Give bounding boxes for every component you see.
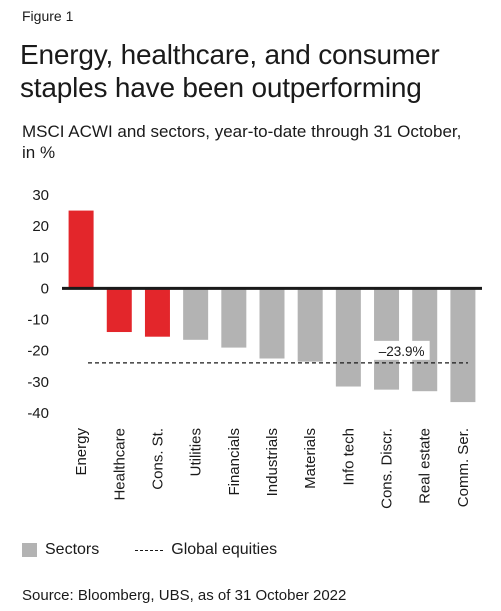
bar-0 <box>68 210 94 289</box>
category-label: Utilities <box>188 428 205 476</box>
legend: Sectors Global equities <box>22 541 277 559</box>
category-label: Comm. Ser. <box>455 428 472 507</box>
category-label: Cons. Discr. <box>379 428 396 509</box>
category-label: Materials <box>302 428 319 489</box>
bar-3 <box>183 288 209 340</box>
category-label: Energy <box>73 428 90 476</box>
category-label: Info tech <box>340 428 357 486</box>
legend-global-label: Global equities <box>171 541 278 558</box>
y-tick-label: -40 <box>27 405 49 422</box>
legend-sectors-swatch <box>22 543 37 557</box>
source-note: Source: Bloomberg, UBS, as of 31 October… <box>22 587 347 604</box>
y-tick-label: 30 <box>32 187 49 204</box>
chart-subtitle: MSCI ACWI and sectors, year-to-date thro… <box>22 122 462 162</box>
category-label: Industrials <box>264 428 281 496</box>
bar-7 <box>335 288 361 387</box>
y-tick-label: -20 <box>27 343 49 360</box>
reference-label: –23.9% <box>379 344 425 359</box>
bar-6 <box>297 288 323 362</box>
figure-label: Figure 1 <box>22 8 74 24</box>
category-label: Cons. St. <box>149 428 166 490</box>
bar-8 <box>374 288 400 390</box>
category-label: Healthcare <box>111 428 128 501</box>
category-label: Financials <box>226 428 243 496</box>
bar-chart: 30 20 10 0 -10 -20 -30 -40 –23.9% Energy Healthcar… <box>27 187 482 509</box>
bar-1 <box>106 288 132 333</box>
legend-sectors-label: Sectors <box>45 541 100 558</box>
y-tick-label: -10 <box>27 312 49 329</box>
reference-label-bg <box>371 340 430 360</box>
y-tick-label: 10 <box>32 249 49 266</box>
bar-2 <box>144 288 170 337</box>
y-tick-label: 0 <box>41 280 49 297</box>
bar-4 <box>221 288 247 348</box>
bar-5 <box>259 288 285 359</box>
chart-title: Energy, healthcare, and consumer staples… <box>20 39 440 103</box>
legend-global-dash <box>135 549 164 551</box>
category-label: Real estate <box>417 428 434 504</box>
bar-9 <box>412 288 438 392</box>
y-tick-label: -30 <box>27 374 49 391</box>
bar-10 <box>450 288 476 403</box>
y-tick-label: 20 <box>32 218 49 235</box>
